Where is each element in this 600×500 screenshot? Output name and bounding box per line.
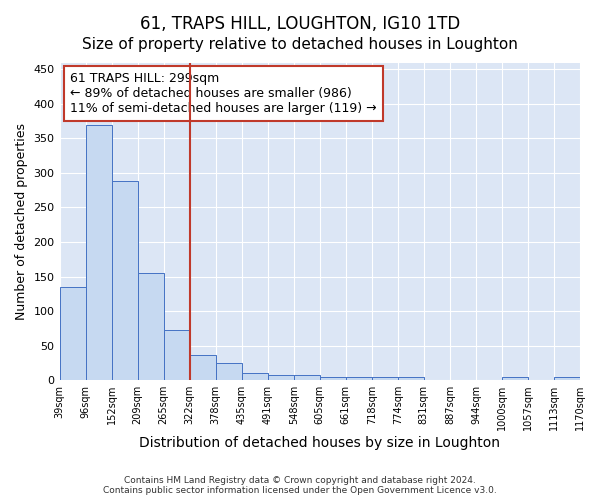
Bar (372, 378, 398, 380)
Bar (190, 355, 215, 380)
Bar (346, 378, 372, 380)
Text: Size of property relative to detached houses in Loughton: Size of property relative to detached ho… (82, 38, 518, 52)
Bar (502, 378, 528, 380)
Text: Contains HM Land Registry data © Crown copyright and database right 2024.
Contai: Contains HM Land Registry data © Crown c… (103, 476, 497, 495)
Bar (215, 363, 242, 380)
Bar (164, 330, 190, 380)
Bar (242, 373, 268, 380)
Text: 61, TRAPS HILL, LOUGHTON, IG10 1TD: 61, TRAPS HILL, LOUGHTON, IG10 1TD (140, 15, 460, 33)
X-axis label: Distribution of detached houses by size in Loughton: Distribution of detached houses by size … (139, 436, 500, 450)
Bar (59, 287, 86, 380)
Bar (554, 378, 580, 380)
Bar (137, 273, 164, 380)
Bar (268, 376, 294, 380)
Bar (320, 378, 346, 380)
Bar (86, 124, 112, 380)
Bar (294, 376, 320, 380)
Text: 61 TRAPS HILL: 299sqm
← 89% of detached houses are smaller (986)
11% of semi-det: 61 TRAPS HILL: 299sqm ← 89% of detached … (70, 72, 377, 115)
Bar (112, 181, 137, 380)
Bar (398, 378, 424, 380)
Y-axis label: Number of detached properties: Number of detached properties (15, 123, 28, 320)
